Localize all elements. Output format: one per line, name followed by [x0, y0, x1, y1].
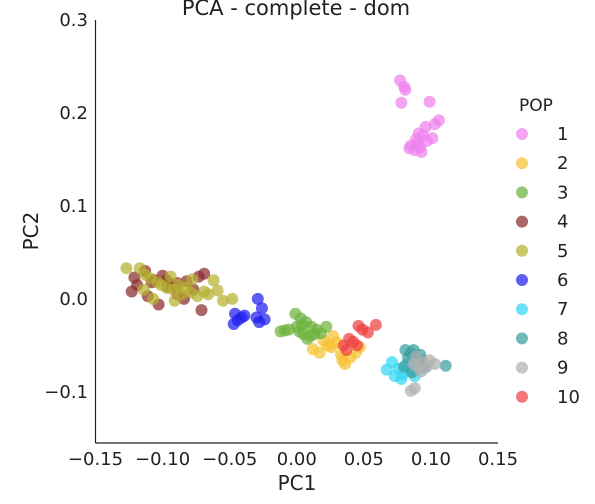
legend-label-pop-2: 2 — [557, 153, 568, 174]
data-point-pop-5 — [137, 283, 150, 296]
legend-marker-pop-6 — [516, 274, 528, 286]
x-tick-label: 0.15 — [478, 449, 518, 470]
data-point-pop-5 — [217, 294, 229, 307]
chart-title: PCA - complete - dom — [182, 0, 410, 20]
data-point-pop-3 — [320, 320, 333, 333]
y-tick-labels: −0.1 0.0 0.1 0.2 0.3 — [44, 10, 88, 403]
data-point-pop-10 — [369, 318, 382, 331]
data-point-pop-7 — [380, 363, 393, 376]
data-point-pop-2 — [327, 330, 339, 343]
legend-label-pop-5: 5 — [557, 241, 568, 262]
data-point-pop-1 — [426, 132, 439, 145]
data-point-pop-10 — [347, 335, 360, 348]
x-axis-label: PC1 — [278, 471, 317, 495]
x-tick-label: 0.05 — [344, 449, 384, 470]
data-point-pop-5 — [168, 294, 181, 307]
data-point-pop-6 — [250, 311, 263, 324]
legend-label-pop-4: 4 — [557, 212, 568, 233]
legend-label-pop-10: 10 — [557, 387, 580, 408]
x-tick-labels: −0.15 −0.10 −0.05 0.00 0.05 0.10 0.15 — [68, 449, 518, 470]
data-point-pop-4 — [195, 304, 208, 317]
data-point-pop-1 — [399, 83, 412, 96]
data-point-pop-6 — [251, 292, 264, 305]
data-point-pop-1 — [433, 114, 445, 127]
data-point-pop-10 — [361, 326, 374, 339]
legend-marker-pop-2 — [516, 157, 528, 170]
data-point-pop-9 — [410, 350, 423, 363]
x-tick-label: −0.15 — [68, 449, 123, 470]
legend-label-pop-8: 8 — [557, 328, 568, 349]
data-point-pop-5 — [147, 292, 160, 305]
legend-marker-pop-5 — [516, 244, 528, 257]
data-point-pop-5 — [164, 270, 177, 283]
data-point-pop-1 — [423, 95, 436, 108]
data-point-pop-4 — [198, 267, 211, 280]
y-tick-label: 0.2 — [59, 103, 88, 124]
data-point-pop-3 — [278, 324, 291, 337]
data-point-pop-1 — [411, 137, 424, 150]
x-tick-label: 0.00 — [277, 449, 317, 470]
legend: POP 1 2 3 4 5 6 7 8 9 10 — [516, 96, 580, 408]
data-point-pop-5 — [226, 292, 239, 305]
legend-label-pop-9: 9 — [557, 358, 568, 379]
legend-marker-pop-10 — [516, 390, 528, 403]
data-point-pop-1 — [395, 96, 408, 109]
data-point-pop-3 — [296, 318, 309, 331]
data-point-pop-3 — [304, 330, 317, 343]
data-point-pop-10 — [340, 344, 353, 356]
legend-marker-pop-7 — [516, 303, 528, 316]
legend-marker-pop-9 — [516, 361, 528, 374]
data-point-pop-5 — [120, 262, 133, 275]
x-tick-label: 0.10 — [411, 449, 451, 470]
legend-marker-pop-3 — [516, 186, 528, 199]
y-tick-label: 0.0 — [59, 289, 88, 310]
y-tick-label: −0.1 — [44, 382, 88, 403]
data-point-pop-5 — [186, 273, 199, 286]
legend-marker-pop-8 — [516, 332, 528, 345]
points-layer — [120, 74, 452, 397]
legend-items: 1 2 3 4 5 6 7 8 9 10 — [516, 124, 580, 408]
legend-label-pop-6: 6 — [557, 270, 568, 291]
data-point-pop-2 — [336, 354, 349, 367]
legend-label-pop-1: 1 — [557, 124, 568, 145]
legend-label-pop-7: 7 — [557, 299, 568, 320]
legend-marker-pop-4 — [516, 215, 528, 228]
data-point-pop-9 — [420, 360, 433, 373]
legend-title: POP — [519, 96, 553, 116]
legend-label-pop-3: 3 — [557, 182, 568, 203]
data-point-pop-5 — [207, 274, 220, 287]
data-point-pop-8 — [439, 359, 452, 372]
data-point-pop-5 — [202, 288, 215, 301]
data-point-pop-6 — [255, 302, 268, 315]
y-axis-label: PC2 — [19, 212, 43, 251]
data-point-pop-7 — [395, 372, 408, 385]
data-point-pop-2 — [306, 343, 319, 356]
y-tick-label: 0.3 — [59, 10, 88, 31]
data-point-pop-5 — [211, 284, 224, 297]
x-tick-label: −0.05 — [202, 449, 257, 470]
legend-marker-pop-1 — [516, 128, 528, 140]
data-point-pop-9 — [408, 382, 421, 395]
data-point-pop-4 — [125, 285, 138, 298]
x-tick-label: −0.10 — [135, 449, 190, 470]
data-point-pop-6 — [227, 318, 240, 330]
data-point-pop-6 — [238, 309, 251, 322]
y-tick-label: 0.1 — [59, 196, 88, 217]
